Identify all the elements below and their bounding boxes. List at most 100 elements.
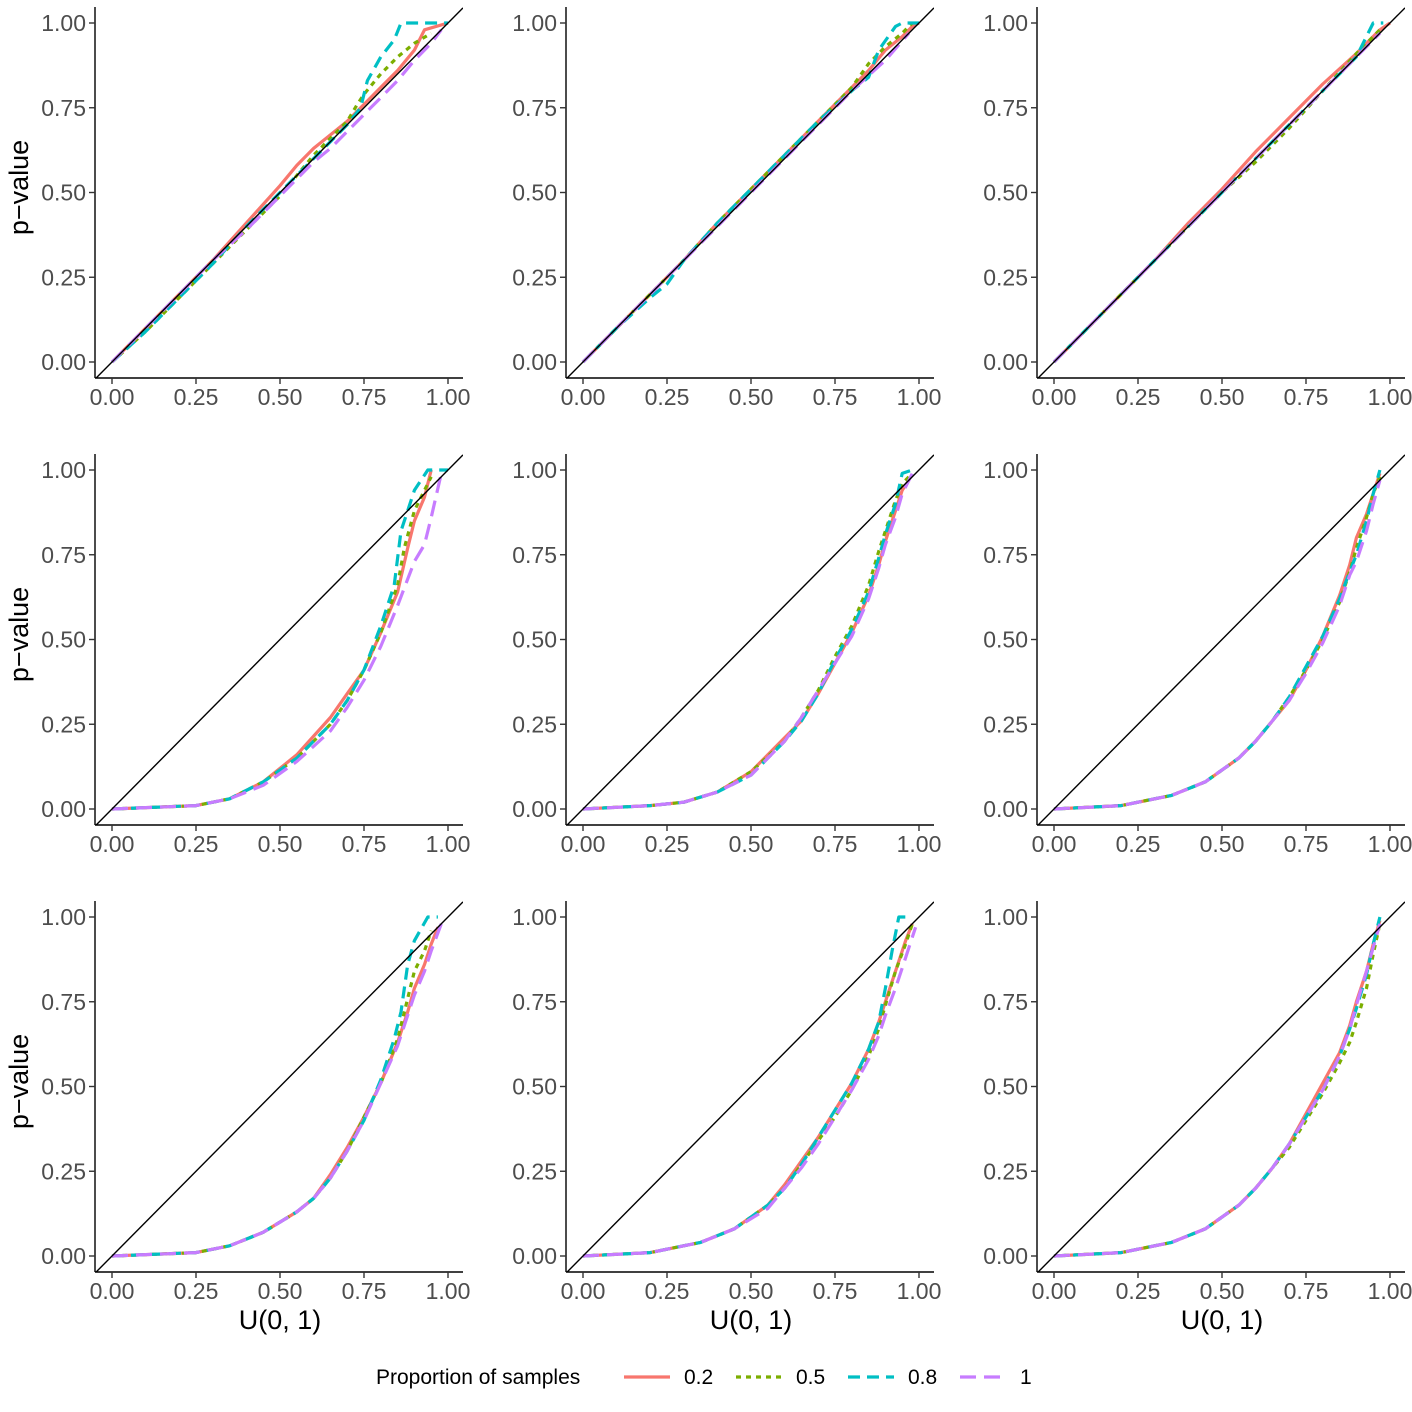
series-line-1 <box>111 473 443 811</box>
y-tick-label: 1.00 <box>41 457 86 483</box>
x-tick-label: 0.75 <box>813 831 858 857</box>
y-tick-label: 0.00 <box>512 349 557 375</box>
legend-label-0.2: 0.2 <box>684 1366 713 1389</box>
x-tick-label: 1.00 <box>1368 831 1412 857</box>
y-tick-label: 0.75 <box>512 95 557 121</box>
x-tick-label: 0.50 <box>258 831 303 857</box>
x-tick-label: 0.75 <box>1284 831 1329 857</box>
x-axis-title: U(0, 1) <box>1181 1305 1264 1335</box>
legend-label-0.5: 0.5 <box>796 1366 825 1389</box>
series-line-1 <box>582 472 914 811</box>
x-tick-label: 0.50 <box>258 384 303 410</box>
y-tick-label: 0.75 <box>983 989 1028 1015</box>
reference-line <box>566 454 934 825</box>
y-tick-label: 1.00 <box>41 904 86 930</box>
y-tick-label: 0.50 <box>512 180 557 206</box>
y-tick-label: 1.00 <box>983 457 1028 483</box>
reference-line <box>1037 901 1405 1272</box>
series-line-0.8 <box>1053 916 1382 1258</box>
y-tick-label: 0.00 <box>41 796 86 822</box>
x-tick-label: 0.50 <box>1200 831 1245 857</box>
y-tick-label: 1.00 <box>512 457 557 483</box>
x-tick-label: 0.25 <box>645 1278 690 1304</box>
y-tick-label: 0.75 <box>983 542 1028 568</box>
x-tick-label: 0.00 <box>90 1278 135 1304</box>
panel-r1-c2: 0.000.00 0.25 0.25 0.50 0.50 0.75 0.75 1.00 1.00 <box>512 7 941 410</box>
y-tick-label: 0.00 <box>983 1243 1028 1269</box>
panel-r3-c2: 0.000.00 0.25 0.25 0.50 0.50 0.75 0.75 1.00 1.00… <box>512 901 941 1335</box>
y-tick-label: 0.25 <box>983 264 1028 290</box>
x-tick-label: 0.00 <box>90 831 135 857</box>
y-tick-label: 0.75 <box>512 989 557 1015</box>
series-line-0.2 <box>1053 919 1382 1258</box>
y-tick-label: 0.25 <box>512 1158 557 1184</box>
panel-r2-c3: 0.000.00 0.25 0.25 0.50 0.50 0.75 0.75 1.00 1.00 <box>983 454 1412 857</box>
x-axis-title: U(0, 1) <box>239 1305 322 1335</box>
y-tick-label: 0.25 <box>983 1158 1028 1184</box>
series-line-0.8 <box>582 915 913 1258</box>
y-tick-label: 1.00 <box>512 904 557 930</box>
reference-line <box>95 901 463 1272</box>
x-tick-label: 0.50 <box>258 1278 303 1304</box>
legend-label-1: 1 <box>1020 1366 1032 1389</box>
y-tick-label: 1.00 <box>41 10 86 36</box>
x-tick-label: 1.00 <box>897 1278 942 1304</box>
y-tick-label: 0.25 <box>983 711 1028 737</box>
reference-line <box>95 454 463 825</box>
panel-r2-c2: 0.000.00 0.25 0.25 0.50 0.50 0.75 0.75 1.00 1.00 <box>512 454 941 857</box>
y-tick-label: 0.25 <box>41 264 86 290</box>
x-tick-label: 0.25 <box>174 831 219 857</box>
x-tick-label: 0.25 <box>174 1278 219 1304</box>
x-tick-label: 0.75 <box>1284 384 1329 410</box>
panel-r3-c1: 0.000.00 0.25 0.25 0.50 0.50 0.75 0.75 1.00 1.00… <box>4 901 470 1335</box>
series-line-0.2 <box>1053 472 1382 811</box>
y-tick-label: 0.00 <box>41 349 86 375</box>
series-line-0.8 <box>110 21 448 364</box>
x-tick-label: 0.00 <box>561 831 606 857</box>
y-tick-label: 0.50 <box>41 180 86 206</box>
y-tick-label: 0.00 <box>512 796 557 822</box>
x-tick-label: 0.75 <box>1284 1278 1329 1304</box>
x-tick-label: 0.75 <box>342 384 387 410</box>
y-tick-label: 0.75 <box>41 95 86 121</box>
x-tick-label: 1.00 <box>426 1278 471 1304</box>
y-tick-label: 0.75 <box>41 989 86 1015</box>
panel-r3-c3: 0.000.00 0.25 0.25 0.50 0.50 0.75 0.75 1.00 1.00… <box>983 901 1412 1335</box>
y-tick-label: 0.50 <box>41 627 86 653</box>
y-tick-label: 0.50 <box>512 1074 557 1100</box>
x-tick-label: 0.25 <box>1116 831 1161 857</box>
series-line-0.5 <box>582 475 911 811</box>
series-line-0.8 <box>582 468 913 811</box>
y-tick-label: 1.00 <box>983 904 1028 930</box>
reference-line <box>566 901 934 1272</box>
x-tick-label: 0.50 <box>729 384 774 410</box>
y-tick-label: 0.75 <box>512 542 557 568</box>
y-tick-label: 0.50 <box>983 180 1028 206</box>
series-line-1 <box>111 923 443 1258</box>
reference-line <box>566 7 934 378</box>
x-tick-label: 0.00 <box>90 384 135 410</box>
y-tick-label: 0.50 <box>41 1074 86 1100</box>
x-tick-label: 0.25 <box>1116 1278 1161 1304</box>
reference-line <box>1037 7 1405 378</box>
series-line-1 <box>1053 479 1382 811</box>
panels-layer: 0.000.000.250.250.500.500.750.751.001.00… <box>4 7 1412 1335</box>
x-tick-label: 0.50 <box>1200 384 1245 410</box>
x-tick-label: 0.00 <box>1032 831 1077 857</box>
legend: Proportion of samples 0.2 0.5 0.8 1 <box>376 1366 1032 1389</box>
x-tick-label: 0.75 <box>342 831 387 857</box>
x-tick-label: 0.00 <box>1032 1278 1077 1304</box>
x-tick-label: 1.00 <box>426 831 471 857</box>
series-line-0.8 <box>111 915 438 1258</box>
x-tick-label: 0.25 <box>645 384 690 410</box>
x-tick-label: 0.50 <box>729 1278 774 1304</box>
y-tick-label: 0.75 <box>41 542 86 568</box>
reference-line <box>95 7 463 378</box>
y-tick-label: 0.50 <box>512 627 557 653</box>
series-line-1 <box>1053 923 1382 1258</box>
reference-line <box>1037 454 1405 825</box>
y-tick-label: 0.25 <box>512 711 557 737</box>
y-tick-label: 0.25 <box>512 264 557 290</box>
legend-label-0.8: 0.8 <box>908 1366 937 1389</box>
